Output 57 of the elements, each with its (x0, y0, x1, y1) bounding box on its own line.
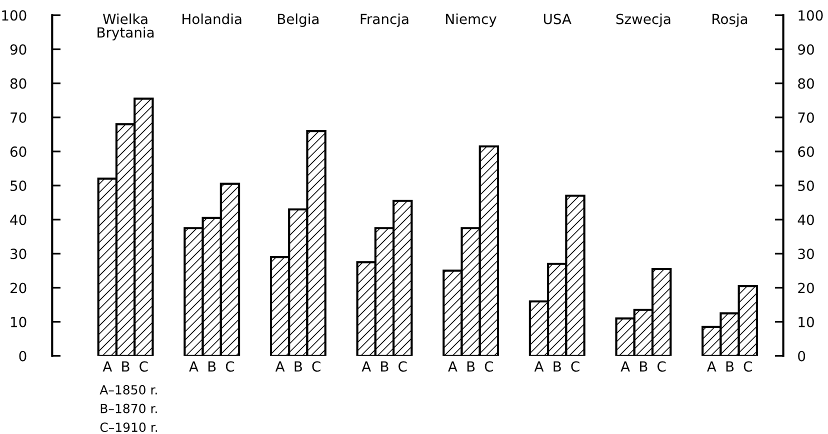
text: C (312, 361, 320, 372)
y-tick-label: 0 (19, 350, 26, 362)
y-tick-label: 30 (10, 248, 26, 260)
text: A (707, 361, 716, 372)
text: B (726, 361, 734, 372)
text: B–1870 r. (100, 404, 157, 414)
text: C (226, 361, 234, 372)
text: B (554, 361, 561, 372)
y-tick-label: 60 (10, 146, 26, 157)
y2-tick-label: 30 (798, 248, 814, 260)
text: C (484, 361, 494, 372)
text: A (448, 361, 458, 372)
y2-tick-label: 50 (798, 180, 814, 192)
x-tick-label: Wielka Brytania (98, 13, 154, 40)
y-tick-label: 90 (10, 44, 26, 55)
text: A (362, 361, 371, 372)
y-tick-label: 10 (11, 316, 26, 328)
y-tick-label: 50 (10, 180, 26, 192)
text: C (398, 361, 407, 372)
text: B (467, 361, 475, 372)
y2-tick-label: 70 (798, 112, 814, 123)
text: A (534, 361, 544, 372)
y2-tick-label: 40 (798, 214, 814, 226)
text: A (620, 361, 630, 372)
y2-tick-label: 80 (798, 78, 814, 89)
y-tick-label: 40 (10, 214, 26, 226)
y2-tick-label: 10 (798, 316, 814, 328)
series-label: A (102, 361, 112, 372)
y2-tick-label: 90 (798, 44, 814, 55)
y-tick-label: 80 (10, 78, 26, 89)
text: A (189, 361, 198, 372)
y-tick-label: 70 (10, 112, 26, 123)
series-label: B (122, 361, 130, 372)
text: B (208, 361, 216, 372)
text: C (744, 361, 752, 372)
text: C (658, 361, 666, 372)
x-tick-label: USA (544, 14, 572, 24)
x-tick-label: Szwecja (616, 13, 670, 27)
text: B (381, 361, 388, 372)
text: A (275, 361, 285, 372)
x-tick-label: Belgia (278, 13, 318, 27)
x-tick-label: Niemcy (446, 13, 496, 27)
y2-tick-label: 0 (798, 350, 806, 362)
text: C (571, 361, 580, 372)
y2-tick-label: 100 (798, 10, 823, 21)
text: C–1910 r. (100, 422, 158, 432)
y-tick-label: 100 (2, 10, 26, 21)
y-tick-label: 20 (10, 282, 26, 294)
x-tick-label: Holandia (182, 13, 242, 24)
x-tick-label: Francja (360, 13, 408, 27)
y2-tick-label: 60 (798, 146, 814, 157)
series-label: C (140, 361, 148, 372)
y2-tick-label: 20 (798, 282, 814, 294)
text: B (640, 361, 648, 372)
text: B (294, 361, 302, 372)
x-tick-label: Rosja (712, 13, 748, 27)
text: A–1850 r. (100, 385, 157, 395)
